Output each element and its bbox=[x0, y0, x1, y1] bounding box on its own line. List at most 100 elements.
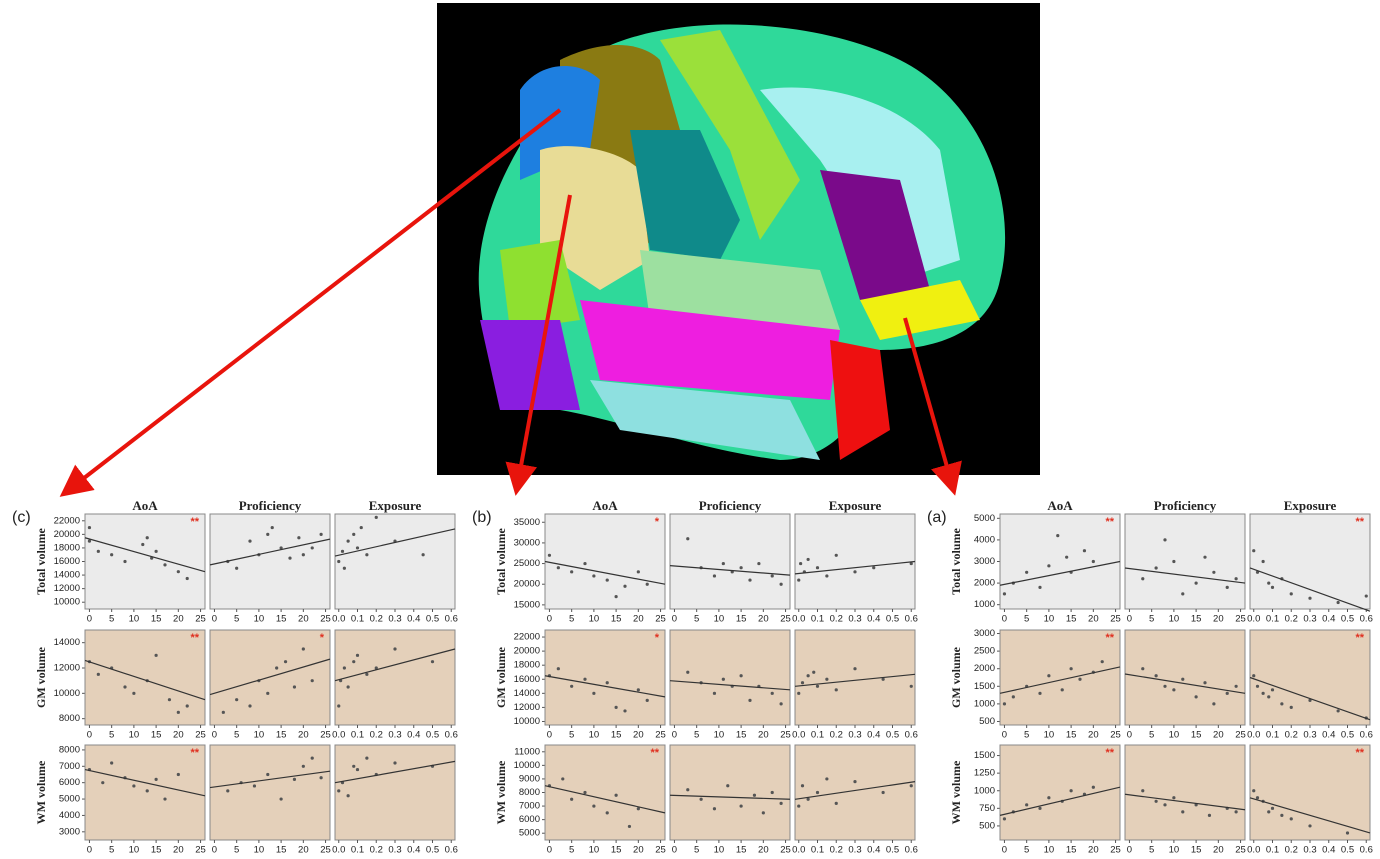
y-axis-label: Total volume bbox=[494, 528, 508, 595]
column-title: Exposure bbox=[369, 498, 422, 513]
x-tick-label: 20 bbox=[758, 730, 769, 741]
data-point bbox=[1163, 538, 1166, 541]
data-point bbox=[816, 566, 819, 569]
x-tick-label: 20 bbox=[1088, 614, 1099, 625]
x-tick-label: 0.1 bbox=[351, 730, 364, 741]
data-point bbox=[561, 777, 564, 780]
significance-stars: ** bbox=[1355, 516, 1364, 528]
data-point bbox=[740, 804, 743, 807]
data-point bbox=[1181, 592, 1184, 595]
x-tick-label: 25 bbox=[1235, 730, 1246, 741]
data-point bbox=[1181, 678, 1184, 681]
x-tick-label: 15 bbox=[736, 730, 747, 741]
data-point bbox=[615, 595, 618, 598]
x-tick-label: 5 bbox=[109, 614, 114, 625]
panel-label: (a) bbox=[927, 509, 947, 526]
y-tick-label: 5000 bbox=[974, 513, 995, 524]
data-point bbox=[1172, 796, 1175, 799]
x-tick-label: 0 bbox=[547, 845, 552, 856]
plot-area bbox=[1000, 514, 1120, 609]
plot-area bbox=[85, 745, 205, 840]
x-tick-label: 0 bbox=[1002, 730, 1007, 741]
data-point bbox=[1308, 597, 1311, 600]
x-tick-label: 0 bbox=[1127, 730, 1132, 741]
x-tick-label: 0.3 bbox=[1303, 614, 1316, 625]
data-point bbox=[97, 550, 100, 553]
y-tick-label: 20000 bbox=[54, 529, 80, 540]
x-tick-label: 20 bbox=[298, 730, 309, 741]
data-point bbox=[155, 550, 158, 553]
x-tick-label: 15 bbox=[1191, 730, 1202, 741]
x-tick-label: 0.3 bbox=[388, 845, 401, 856]
data-point bbox=[1212, 571, 1215, 574]
data-point bbox=[713, 807, 716, 810]
x-tick-label: 0.6 bbox=[905, 730, 918, 741]
x-tick-label: 0.4 bbox=[1322, 730, 1335, 741]
x-tick-label: 5 bbox=[694, 845, 699, 856]
data-point bbox=[570, 798, 573, 801]
x-tick-label: 15 bbox=[611, 845, 622, 856]
data-point bbox=[713, 574, 716, 577]
data-point bbox=[1038, 807, 1041, 810]
x-tick-label: 15 bbox=[151, 845, 162, 856]
plot-area bbox=[85, 514, 205, 609]
y-tick-label: 1500 bbox=[974, 681, 995, 692]
y-tick-label: 16000 bbox=[54, 556, 80, 567]
x-tick-label: 0.5 bbox=[1341, 845, 1354, 856]
x-tick-label: 15 bbox=[1191, 614, 1202, 625]
data-point bbox=[1070, 789, 1073, 792]
data-point bbox=[762, 811, 765, 814]
data-point bbox=[1262, 560, 1265, 563]
significance-stars: ** bbox=[1105, 632, 1114, 644]
data-point bbox=[816, 685, 819, 688]
x-tick-label: 0.2 bbox=[370, 730, 383, 741]
y-axis-label: Total volume bbox=[949, 528, 963, 595]
data-point bbox=[1337, 709, 1340, 712]
data-point bbox=[1163, 685, 1166, 688]
x-tick-label: 0.0 bbox=[332, 730, 345, 741]
data-point bbox=[155, 778, 158, 781]
x-tick-label: 10 bbox=[254, 614, 265, 625]
x-tick-label: 15 bbox=[1066, 845, 1077, 856]
y-tick-label: 3000 bbox=[974, 628, 995, 639]
significance-stars: ** bbox=[1355, 632, 1364, 644]
x-tick-label: 20 bbox=[1213, 845, 1224, 856]
data-point bbox=[1308, 824, 1311, 827]
data-point bbox=[583, 678, 586, 681]
data-point bbox=[343, 666, 346, 669]
data-point bbox=[253, 784, 256, 787]
data-point bbox=[110, 761, 113, 764]
data-point bbox=[1056, 534, 1059, 537]
data-point bbox=[825, 678, 828, 681]
data-point bbox=[302, 553, 305, 556]
x-tick-label: 20 bbox=[1088, 730, 1099, 741]
x-tick-label: 10 bbox=[1044, 730, 1055, 741]
column-title: Proficiency bbox=[239, 498, 302, 513]
data-point bbox=[623, 585, 626, 588]
data-point bbox=[853, 780, 856, 783]
data-point bbox=[1141, 789, 1144, 792]
x-tick-label: 0.6 bbox=[445, 614, 458, 625]
data-point bbox=[1195, 581, 1198, 584]
x-tick-label: 25 bbox=[1110, 730, 1121, 741]
x-tick-label: 5 bbox=[109, 730, 114, 741]
y-tick-label: 14000 bbox=[54, 570, 80, 581]
significance-stars: ** bbox=[190, 516, 199, 528]
x-tick-label: 10 bbox=[589, 614, 600, 625]
data-point bbox=[266, 533, 269, 536]
x-tick-label: 0.1 bbox=[811, 614, 824, 625]
data-point bbox=[812, 671, 815, 674]
data-point bbox=[352, 660, 355, 663]
x-tick-label: 0.2 bbox=[830, 845, 843, 856]
data-point bbox=[910, 784, 913, 787]
y-tick-label: 12000 bbox=[54, 583, 80, 594]
x-tick-label: 0 bbox=[1002, 845, 1007, 856]
x-tick-label: 10 bbox=[1044, 845, 1055, 856]
data-point bbox=[356, 546, 359, 549]
data-point bbox=[155, 654, 158, 657]
data-point bbox=[1003, 817, 1006, 820]
x-tick-label: 25 bbox=[1235, 614, 1246, 625]
data-point bbox=[177, 711, 180, 714]
data-point bbox=[583, 791, 586, 794]
data-point bbox=[771, 791, 774, 794]
